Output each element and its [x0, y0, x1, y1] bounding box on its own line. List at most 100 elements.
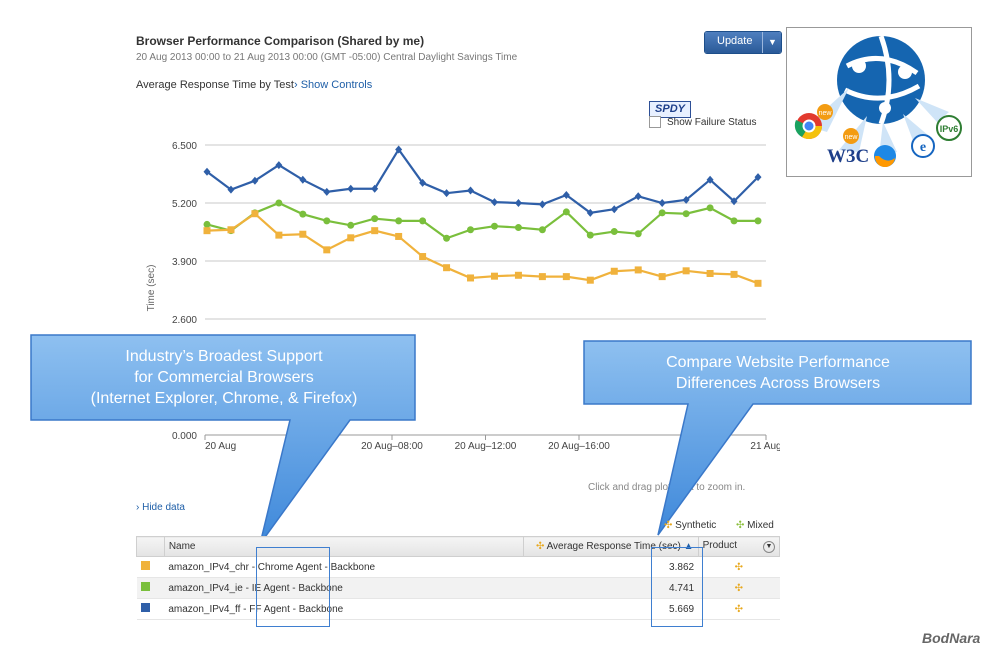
- update-button-label[interactable]: Update: [705, 32, 763, 53]
- data-point[interactable]: [514, 271, 522, 279]
- data-point[interactable]: [299, 230, 307, 238]
- data-point[interactable]: [419, 178, 427, 187]
- show-failure-label: Show Failure Status: [667, 116, 757, 128]
- data-point[interactable]: [203, 167, 211, 176]
- data-point[interactable]: [586, 208, 594, 217]
- data-point[interactable]: [562, 190, 570, 199]
- highlight-browser-names: [256, 547, 330, 627]
- data-point[interactable]: [490, 198, 498, 207]
- data-point[interactable]: [562, 273, 570, 281]
- data-point[interactable]: [251, 176, 259, 185]
- data-point[interactable]: [395, 217, 403, 225]
- svg-text:e: e: [920, 140, 926, 155]
- data-point[interactable]: [634, 230, 642, 238]
- row-color-swatch: [136, 556, 165, 578]
- data-point[interactable]: [514, 224, 522, 232]
- data-point[interactable]: [610, 205, 618, 214]
- data-point[interactable]: [323, 246, 331, 254]
- data-point[interactable]: [610, 228, 618, 236]
- data-point[interactable]: [682, 210, 690, 218]
- data-point[interactable]: [514, 199, 522, 207]
- data-point[interactable]: [586, 231, 594, 239]
- svg-text:IPv6: IPv6: [940, 124, 959, 134]
- table-row[interactable]: amazon_IPv4_chr - Chrome Agent - Backbon…: [136, 556, 780, 578]
- data-point[interactable]: [467, 274, 475, 282]
- table-row[interactable]: amazon_IPv4_ie - IE Agent - Backbone 4.7…: [136, 577, 780, 599]
- show-failure-checkbox[interactable]: [649, 116, 661, 128]
- data-point[interactable]: [682, 195, 690, 204]
- data-point[interactable]: [395, 232, 403, 240]
- data-point[interactable]: [658, 273, 666, 281]
- watermark: BodNara: [922, 630, 981, 646]
- data-point[interactable]: [347, 221, 355, 229]
- data-point[interactable]: [419, 253, 427, 261]
- show-controls-link[interactable]: › Show Controls: [294, 79, 373, 91]
- update-dropdown-icon[interactable]: ▼: [762, 32, 782, 53]
- data-point[interactable]: [658, 209, 666, 217]
- data-point[interactable]: [610, 267, 618, 275]
- row-name[interactable]: amazon_IPv4_ie - IE Agent - Backbone: [164, 577, 524, 599]
- data-point[interactable]: [634, 192, 642, 201]
- data-point[interactable]: [754, 279, 762, 287]
- data-point[interactable]: [443, 189, 451, 198]
- data-point[interactable]: [538, 226, 546, 234]
- data-point[interactable]: [299, 175, 307, 184]
- data-point[interactable]: [730, 217, 738, 225]
- data-point[interactable]: [323, 217, 331, 225]
- data-point[interactable]: [730, 197, 738, 206]
- data-point[interactable]: [371, 184, 379, 193]
- data-point[interactable]: [203, 227, 211, 235]
- data-point[interactable]: [275, 231, 283, 239]
- data-point[interactable]: [754, 217, 762, 225]
- data-point[interactable]: [395, 145, 403, 154]
- data-point[interactable]: [467, 186, 475, 195]
- data-point[interactable]: [419, 217, 427, 225]
- data-point[interactable]: [586, 276, 594, 284]
- data-point[interactable]: [275, 161, 283, 170]
- data-point[interactable]: [371, 227, 379, 235]
- hide-data-link[interactable]: › Hide data: [136, 502, 185, 513]
- callout-left: Industry’s Broadest Support for Commerci…: [32, 346, 416, 409]
- data-point[interactable]: [371, 215, 379, 223]
- data-point[interactable]: [538, 273, 546, 281]
- data-point[interactable]: [634, 266, 642, 274]
- update-button[interactable]: Update ▼: [704, 31, 783, 54]
- data-point[interactable]: [275, 199, 283, 207]
- product-column-header[interactable]: Product ▼: [697, 536, 781, 557]
- callout-right-shape: [583, 340, 972, 536]
- row-name[interactable]: amazon_IPv4_chr - Chrome Agent - Backbon…: [164, 556, 524, 578]
- synthetic-icon: ✣: [535, 541, 545, 552]
- column-menu-icon[interactable]: ▼: [763, 541, 775, 553]
- data-point[interactable]: [299, 210, 307, 218]
- name-column-header[interactable]: Name: [163, 536, 525, 557]
- data-point[interactable]: [706, 269, 714, 277]
- data-point[interactable]: [347, 184, 355, 193]
- data-point[interactable]: [467, 226, 475, 234]
- data-point[interactable]: [227, 226, 235, 234]
- sort-asc-icon[interactable]: ▲: [683, 541, 694, 552]
- data-point[interactable]: [251, 210, 259, 218]
- data-point[interactable]: [730, 270, 738, 278]
- avg-column-header[interactable]: ✣ Average Response Time (sec) ▲: [523, 536, 699, 557]
- data-point[interactable]: [203, 220, 211, 228]
- browser-logos-graphic: new W3C new e IPv6: [794, 35, 962, 168]
- data-point[interactable]: [323, 187, 331, 196]
- color-column-header: [136, 536, 165, 557]
- data-point[interactable]: [443, 234, 451, 242]
- data-point[interactable]: [562, 208, 570, 216]
- data-point[interactable]: [490, 222, 498, 230]
- data-point[interactable]: [538, 200, 546, 209]
- data-point[interactable]: [658, 199, 666, 207]
- row-name[interactable]: amazon_IPv4_ff - FF Agent - Backbone: [164, 598, 524, 620]
- show-failure-status[interactable]: Show Failure Status: [649, 116, 757, 128]
- data-point[interactable]: [706, 175, 714, 184]
- callout-right-line-2: Differences Across Browsers: [675, 375, 881, 392]
- data-point[interactable]: [227, 185, 235, 194]
- data-point[interactable]: [682, 267, 690, 275]
- data-point[interactable]: [443, 264, 451, 272]
- table-row[interactable]: amazon_IPv4_ff - FF Agent - Backbone 5.6…: [136, 598, 780, 620]
- data-point[interactable]: [754, 173, 762, 182]
- data-point[interactable]: [347, 234, 355, 242]
- data-point[interactable]: [490, 272, 498, 280]
- data-point[interactable]: [706, 204, 714, 212]
